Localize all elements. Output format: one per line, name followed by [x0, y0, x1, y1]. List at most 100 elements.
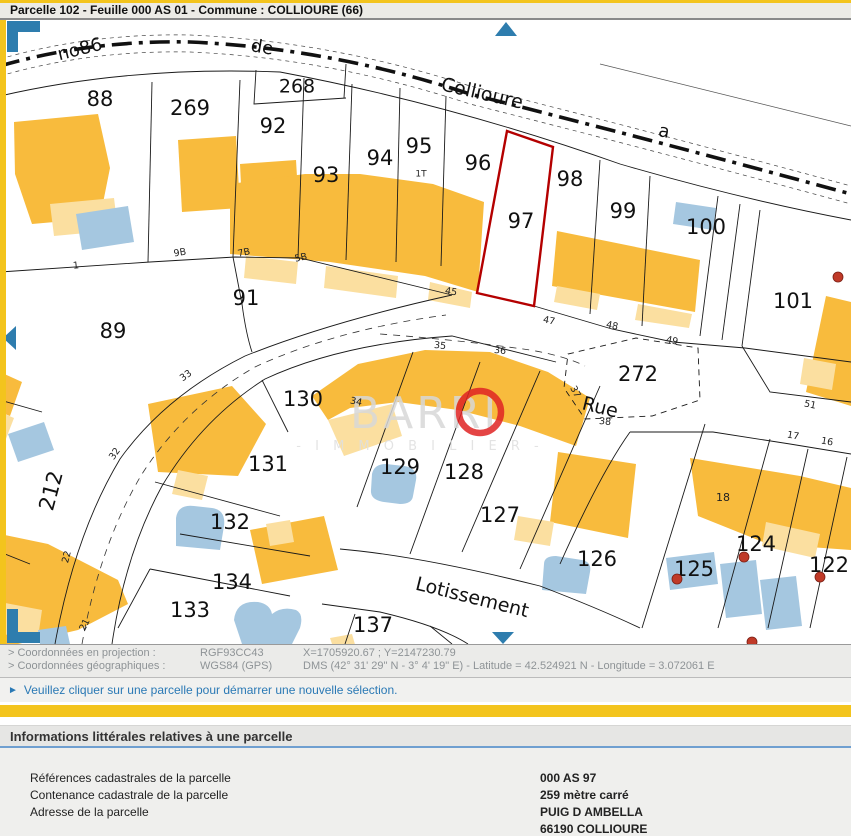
parcel-label-130[interactable]: 130 — [283, 387, 323, 411]
pan-bottom-left-corner-icon[interactable] — [7, 609, 40, 643]
pan-top-left-corner-icon[interactable] — [7, 21, 40, 52]
road-centerlines — [81, 314, 586, 644]
parcel-label-93[interactable]: 93 — [313, 163, 340, 187]
lot-number-34: 34 — [349, 395, 363, 408]
parcel-label-268[interactable]: 268 — [279, 76, 315, 98]
pan-up-arrow-icon[interactable] — [495, 22, 517, 36]
instruction-bar: ► Veuillez cliquer sur une parcelle pour… — [0, 677, 851, 702]
lot-number-37: 37 — [567, 384, 582, 400]
pan-left-arrow-icon[interactable] — [3, 326, 16, 350]
pan-down-arrow-icon[interactable] — [492, 632, 514, 644]
map-left-border — [0, 20, 6, 644]
geographic-system: WGS84 (GPS) — [200, 660, 273, 672]
lot-number-1T: 1T — [415, 170, 427, 180]
projection-coords-row: > Coordonnées en projection : RGF93CC43 … — [0, 647, 851, 660]
selected-parcel-97[interactable] — [475, 129, 555, 308]
separator-band — [0, 705, 851, 717]
map-background — [0, 20, 851, 644]
instruction-text: Veuillez cliquer sur une parcelle pour d… — [23, 683, 398, 697]
parcel-label-97[interactable]: 97 — [508, 209, 535, 233]
geographic-coords-row: > Coordonnées géographiques : WGS84 (GPS… — [0, 660, 851, 673]
lot-number-17: 17 — [786, 430, 800, 443]
geographic-label: > Coordonnées géographiques : — [8, 660, 166, 672]
lot-number-35: 35 — [433, 340, 446, 352]
parcel-label-137[interactable]: 137 — [353, 613, 393, 637]
pan-controls — [3, 21, 517, 644]
parcel-label-127[interactable]: 127 — [480, 503, 520, 527]
street-label-de: de — [249, 35, 275, 59]
lot-number-47: 47 — [542, 314, 556, 327]
top-road — [0, 34, 851, 221]
parcel-label-133[interactable]: 133 — [170, 598, 210, 622]
cadastral-map[interactable]: BARRI - I M M O B I L I E R - 88 269 92 268… — [0, 20, 851, 644]
map-labels: 88 269 92 268 93 94 95 96 97 98 99 100 101 91 89 272 130… — [34, 34, 849, 637]
lot-number-21: 21 — [77, 617, 92, 633]
area-value: 259 mètre carré — [540, 788, 629, 802]
lot-number-36: 36 — [493, 345, 506, 357]
lot-number-9B: 9B — [173, 247, 187, 260]
parcel-label-99[interactable]: 99 — [610, 199, 637, 223]
parcel-272-dashed-boundary — [563, 337, 701, 420]
parcel-label-134[interactable]: 134 — [212, 570, 252, 594]
lot-number-51: 51 — [803, 398, 817, 411]
cadastral-reference-label: Références cadastrales de la parcelle — [30, 771, 231, 785]
watermark-text-sub: - I M M O B I L I E R - — [296, 439, 543, 454]
area-label: Contenance cadastrale de la parcelle — [30, 788, 229, 802]
street-label-a: a — [657, 120, 672, 143]
page-top-border — [0, 0, 851, 3]
parcel-label-272[interactable]: 272 — [618, 362, 658, 386]
address-marker-icon — [832, 271, 844, 283]
parcel-label-98[interactable]: 98 — [557, 167, 584, 191]
white-gap-2 — [0, 717, 851, 725]
parcel-label-92[interactable]: 92 — [260, 114, 287, 138]
projection-label: > Coordonnées en projection : — [8, 647, 156, 659]
parcel-label-91[interactable]: 91 — [233, 286, 260, 310]
map-title-bar: Parcelle 102 - Feuille 000 AS 01 - Commu… — [0, 3, 851, 20]
parcel-label-129[interactable]: 129 — [380, 455, 420, 479]
address-marker-icon — [814, 571, 826, 583]
white-gap-1 — [0, 702, 851, 705]
address-value-line1: PUIG D AMBELLA — [540, 805, 643, 819]
address-row: Adresse de la parcelle PUIG D AMBELLA — [30, 804, 851, 821]
parcel-label-131[interactable]: 131 — [248, 452, 288, 476]
lot-number-38: 38 — [598, 416, 611, 428]
lot-number-18: 18 — [716, 491, 730, 504]
geographic-value: DMS (42° 31' 29" N - 3° 4' 19" E) - Lati… — [303, 660, 715, 672]
cadastral-reference-row: Références cadastrales de la parcelle 00… — [30, 770, 851, 787]
parcel-label-126[interactable]: 126 — [577, 547, 617, 571]
parcel-label-269[interactable]: 269 — [170, 96, 210, 120]
parcel-label-122[interactable]: 122 — [809, 553, 849, 577]
address-markers — [671, 271, 844, 644]
parcel-label-101[interactable]: 101 — [773, 289, 813, 313]
lot-number-1: 1 — [72, 260, 79, 272]
address-marker-icon — [738, 551, 750, 563]
address-marker-icon — [671, 573, 683, 585]
info-panel-body: Références cadastrales de la parcelle 00… — [0, 748, 851, 836]
address-value-line2: 66190 COLLIOURE — [540, 822, 648, 836]
parcel-label-132[interactable]: 132 — [210, 510, 250, 534]
parcel-lines — [0, 63, 851, 644]
lot-number-22: 22 — [60, 550, 74, 565]
parcel-label-95[interactable]: 95 — [406, 134, 433, 158]
lot-number-5B: 5B — [294, 251, 309, 264]
arrow-bullet-icon: ► — [8, 684, 18, 696]
parcel-info-panel: Informations littérales relatives à une … — [0, 725, 851, 836]
coordinates-panel: > Coordonnées en projection : RGF93CC43 … — [0, 644, 851, 677]
cadastral-reference-value: 000 AS 97 — [540, 771, 597, 785]
info-panel-title: Informations littérales relatives à une … — [0, 726, 851, 748]
address-marker-icon — [746, 636, 758, 644]
parcel-label-94[interactable]: 94 — [367, 146, 394, 170]
lot-number-48: 48 — [605, 319, 619, 332]
lot-number-7B: 7B — [237, 246, 252, 259]
parcel-label-96[interactable]: 96 — [465, 151, 492, 175]
lot-number-16: 16 — [820, 436, 834, 449]
parcel-label-89[interactable]: 89 — [100, 319, 127, 343]
parcel-label-88[interactable]: 88 — [87, 87, 114, 111]
parcel-label-100[interactable]: 100 — [686, 215, 726, 239]
parcel-label-128[interactable]: 128 — [444, 460, 484, 484]
address-row-2: 66190 COLLIOURE — [30, 821, 851, 836]
projection-system: RGF93CC43 — [200, 647, 264, 659]
map-canvas[interactable]: BARRI - I M M O B I L I E R - 88 269 92 268… — [0, 20, 851, 644]
projection-value: X=1705920.67 ; Y=2147230.79 — [303, 647, 456, 659]
